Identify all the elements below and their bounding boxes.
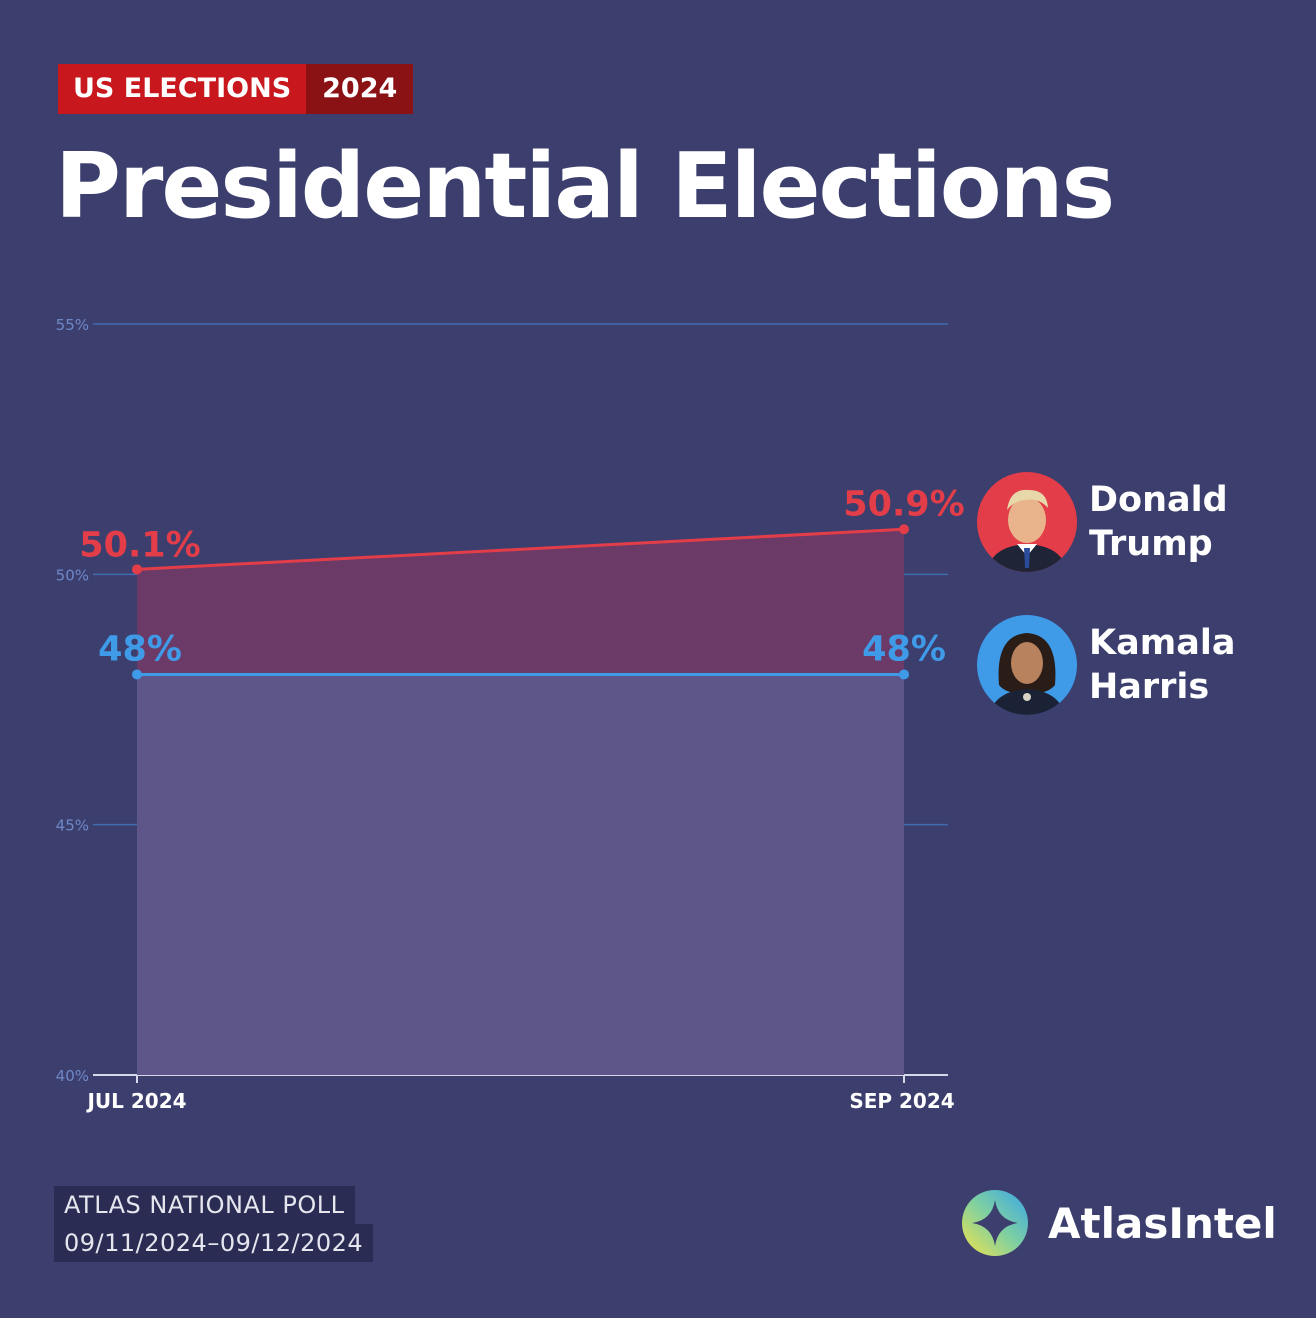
page-title: Presidential Elections [55,134,1115,239]
trump-line [136,527,905,571]
election-tag: US ELECTIONS 2024 [58,64,414,114]
harris-data-label: 48% [98,629,182,669]
trump-portrait-icon [977,472,1077,572]
atlasintel-logo: AtlasIntel [958,1186,1277,1260]
trump-point [132,564,142,575]
atlas-compass-icon [962,1190,1028,1256]
trump-data-label: 50.9% [843,484,964,524]
harris-point [899,669,909,680]
harris-portrait-icon [977,615,1077,715]
x-tick-label: SEP 2024 [849,1089,954,1113]
harris-point [132,669,142,680]
legend-item-harris: Kamala Harris [977,615,1299,715]
tag-year: 2024 [306,64,414,114]
legend-item-trump: Donald Trump [977,472,1299,572]
harris-area [137,674,904,1075]
brand-name: AtlasIntel [1048,1198,1277,1248]
y-tick-label: 50% [56,566,89,584]
legend-label-harris: Kamala Harris [1089,623,1236,707]
y-tick-label: 45% [56,817,89,835]
harris-data-label: 48% [862,629,946,669]
poll-name: ATLAS NATIONAL POLL [54,1186,355,1224]
trump-point [899,524,909,535]
y-tick-label: 40% [56,1067,89,1085]
trump-area [137,529,904,675]
poll-dates: 09/11/2024–09/12/2024 [54,1224,374,1262]
y-tick-label: 55% [56,316,89,334]
x-tick-label: JUL 2024 [85,1089,186,1113]
tag-primary: US ELECTIONS [58,64,307,114]
trump-data-label: 50.1% [79,525,200,565]
poll-source: ATLAS NATIONAL POLL 09/11/2024–09/12/202… [54,1186,374,1262]
legend-label-trump: Donald Trump [1089,480,1228,564]
